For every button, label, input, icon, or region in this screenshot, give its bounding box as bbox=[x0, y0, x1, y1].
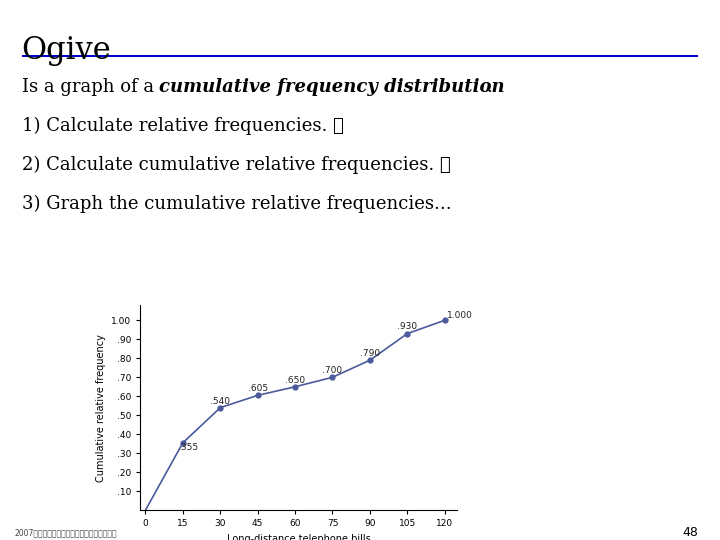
Text: Ogive: Ogive bbox=[22, 35, 112, 66]
Text: 1.000: 1.000 bbox=[447, 312, 473, 320]
Text: cumulative frequency distribution: cumulative frequency distribution bbox=[159, 78, 505, 96]
X-axis label: Long-distance telephone bills: Long-distance telephone bills bbox=[227, 534, 371, 540]
Text: .650: .650 bbox=[285, 376, 305, 385]
Text: 3) Graph the cumulative relative frequencies...: 3) Graph the cumulative relative frequen… bbox=[22, 195, 451, 213]
Text: .: . bbox=[487, 78, 492, 96]
Text: 2) Calculate cumulative relative frequencies. ✓: 2) Calculate cumulative relative frequen… bbox=[22, 156, 450, 174]
Text: .605: .605 bbox=[248, 383, 268, 393]
Text: .700: .700 bbox=[323, 366, 343, 375]
Text: .540: .540 bbox=[210, 397, 230, 406]
Text: 2007年秋季全國高中數學聯賧（一）課程利用: 2007年秋季全國高中數學聯賧（一）課程利用 bbox=[14, 529, 117, 538]
Text: .790: .790 bbox=[360, 349, 380, 359]
Text: .930: .930 bbox=[397, 322, 418, 331]
Text: 1) Calculate relative frequencies. ✓: 1) Calculate relative frequencies. ✓ bbox=[22, 117, 343, 136]
Text: Is a graph of a: Is a graph of a bbox=[22, 78, 159, 96]
Y-axis label: Cumulative relative frequency: Cumulative relative frequency bbox=[96, 334, 106, 482]
Text: 48: 48 bbox=[683, 525, 698, 539]
Text: .355: .355 bbox=[178, 443, 198, 453]
